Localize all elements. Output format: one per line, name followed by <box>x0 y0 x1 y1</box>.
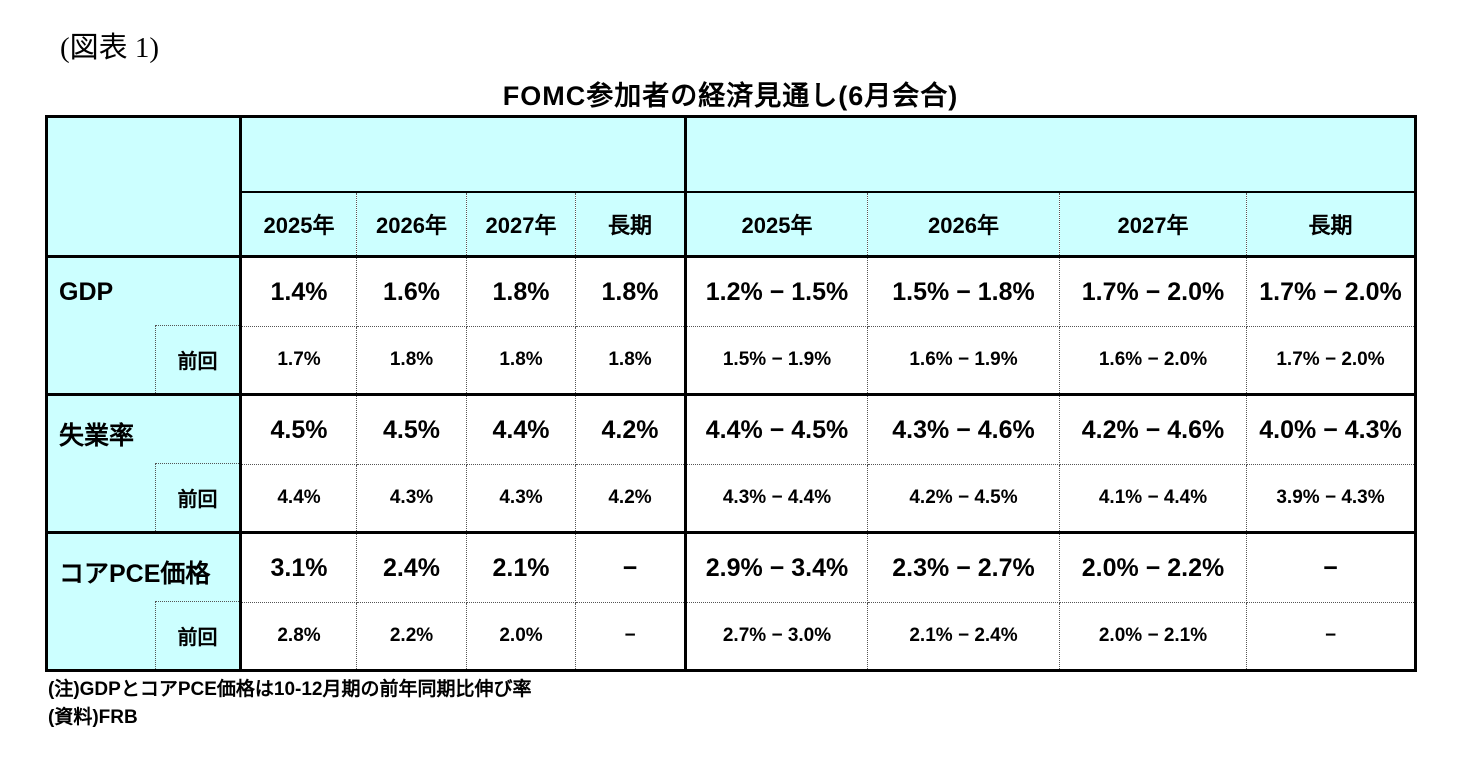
footnote-data-source: (資料)FRB <box>48 707 138 728</box>
footnotes: (注)GDPとコアPCE価格は10-12月期の前年同期比伸び率 (資料)FRB <box>48 676 532 732</box>
median-value: 1.8% <box>575 256 687 327</box>
prev-median-value: 2.8% <box>240 602 357 672</box>
median-value: − <box>575 532 687 603</box>
median-value: 1.4% <box>240 256 357 327</box>
row-label-cell-gdp: GDP 前回 <box>46 256 242 396</box>
row-label-cell-core-pce: コアPCE価格 前回 <box>46 532 242 672</box>
year-header-range-longrun: 長期 <box>1246 191 1416 258</box>
table-row-unemployment: 失業率 前回 4.5% 4.5% 4.4% 4.2% 4.4% − 4.5% 4… <box>46 394 1416 534</box>
corner-cell <box>46 116 242 258</box>
table-row-gdp: GDP 前回 1.4% 1.6% 1.8% 1.8% 1.2% − 1.5% 1… <box>46 256 1416 396</box>
footnote-source-note: (注)GDPとコアPCE価格は10-12月期の前年同期比伸び率 <box>48 679 532 700</box>
year-header-range-2026: 2026年 <box>867 191 1060 258</box>
prev-range-value: 1.5% − 1.9% <box>685 326 868 396</box>
range-value: 1.7% − 2.0% <box>1246 256 1416 327</box>
group-header-range <box>685 116 1416 193</box>
prev-label: 前回 <box>177 351 218 373</box>
prev-label-box: 前回 <box>155 463 238 530</box>
median-value: 2.1% <box>466 532 576 603</box>
median-value: 3.1% <box>240 532 357 603</box>
prev-median-value: 2.0% <box>466 602 576 672</box>
prev-range-value: 4.1% − 4.4% <box>1059 464 1247 534</box>
median-value: 4.4% <box>466 394 576 465</box>
year-header-range-2027: 2027年 <box>1059 191 1247 258</box>
range-value: 1.5% − 1.8% <box>867 256 1060 327</box>
prev-label: 前回 <box>177 627 218 649</box>
prev-label: 前回 <box>177 489 218 511</box>
prev-label-box: 前回 <box>155 601 238 668</box>
range-value: 2.9% − 3.4% <box>685 532 868 603</box>
forecast-table: 2025年 2026年 2027年 長期 2025年 2026年 2027年 長… <box>45 115 1417 672</box>
prev-median-value: 1.8% <box>466 326 576 396</box>
prev-label-box: 前回 <box>155 325 238 392</box>
prev-median-value: − <box>575 602 687 672</box>
range-value: 1.2% − 1.5% <box>685 256 868 327</box>
median-value: 1.6% <box>356 256 467 327</box>
prev-range-value: 1.6% − 2.0% <box>1059 326 1247 396</box>
range-value: 4.4% − 4.5% <box>685 394 868 465</box>
year-header-median-longrun: 長期 <box>575 191 687 258</box>
range-value: 4.2% − 4.6% <box>1059 394 1247 465</box>
range-value: 1.7% − 2.0% <box>1059 256 1247 327</box>
table-row-core-pce-previous: 2.8% 2.2% 2.0% − 2.7% − 3.0% 2.1% − 2.4%… <box>47 602 1416 672</box>
range-value: − <box>1246 532 1416 603</box>
median-value: 4.5% <box>356 394 467 465</box>
median-value: 4.2% <box>575 394 687 465</box>
prev-median-value: 4.4% <box>240 464 357 534</box>
table-row-gdp-previous: 1.7% 1.8% 1.8% 1.8% 1.5% − 1.9% 1.6% − 1… <box>47 326 1416 396</box>
median-value: 4.5% <box>240 394 357 465</box>
group-header-median <box>240 116 687 193</box>
range-value: 2.0% − 2.2% <box>1059 532 1247 603</box>
row-label: コアPCE価格 <box>59 560 211 588</box>
table-row-core-pce: コアPCE価格 前回 3.1% 2.4% 2.1% − 2.9% − 3.4% … <box>46 532 1416 672</box>
prev-median-value: 1.8% <box>575 326 687 396</box>
prev-median-value: 4.2% <box>575 464 687 534</box>
row-label: GDP <box>59 278 114 306</box>
prev-range-value: 4.3% − 4.4% <box>685 464 868 534</box>
median-value: 1.8% <box>466 256 576 327</box>
group-header-row <box>46 116 1416 258</box>
prev-range-value: − <box>1246 602 1416 672</box>
prev-median-value: 2.2% <box>356 602 467 672</box>
figure-label: (図表 1) <box>60 32 160 64</box>
year-header-row: 2025年 2026年 2027年 長期 2025年 2026年 2027年 長… <box>47 191 1416 258</box>
prev-range-value: 2.7% − 3.0% <box>685 602 868 672</box>
range-value: 2.3% − 2.7% <box>867 532 1060 603</box>
prev-range-value: 1.7% − 2.0% <box>1246 326 1416 396</box>
prev-range-value: 3.9% − 4.3% <box>1246 464 1416 534</box>
prev-median-value: 4.3% <box>466 464 576 534</box>
prev-range-value: 4.2% − 4.5% <box>867 464 1060 534</box>
median-value: 2.4% <box>356 532 467 603</box>
prev-median-value: 1.8% <box>356 326 467 396</box>
year-header-median-2025: 2025年 <box>240 191 357 258</box>
row-label-cell-unemployment: 失業率 前回 <box>46 394 242 534</box>
prev-range-value: 1.6% − 1.9% <box>867 326 1060 396</box>
row-label: 失業率 <box>59 422 135 450</box>
prev-median-value: 4.3% <box>356 464 467 534</box>
range-value: 4.0% − 4.3% <box>1246 394 1416 465</box>
page-title: FOMC参加者の経済見通し(6月会合) <box>502 81 959 111</box>
prev-median-value: 1.7% <box>240 326 357 396</box>
year-header-median-2027: 2027年 <box>466 191 576 258</box>
range-value: 4.3% − 4.6% <box>867 394 1060 465</box>
prev-range-value: 2.0% − 2.1% <box>1059 602 1247 672</box>
year-header-range-2025: 2025年 <box>685 191 868 258</box>
year-header-median-2026: 2026年 <box>356 191 467 258</box>
table-row-unemployment-previous: 4.4% 4.3% 4.3% 4.2% 4.3% − 4.4% 4.2% − 4… <box>47 464 1416 534</box>
prev-range-value: 2.1% − 2.4% <box>867 602 1060 672</box>
